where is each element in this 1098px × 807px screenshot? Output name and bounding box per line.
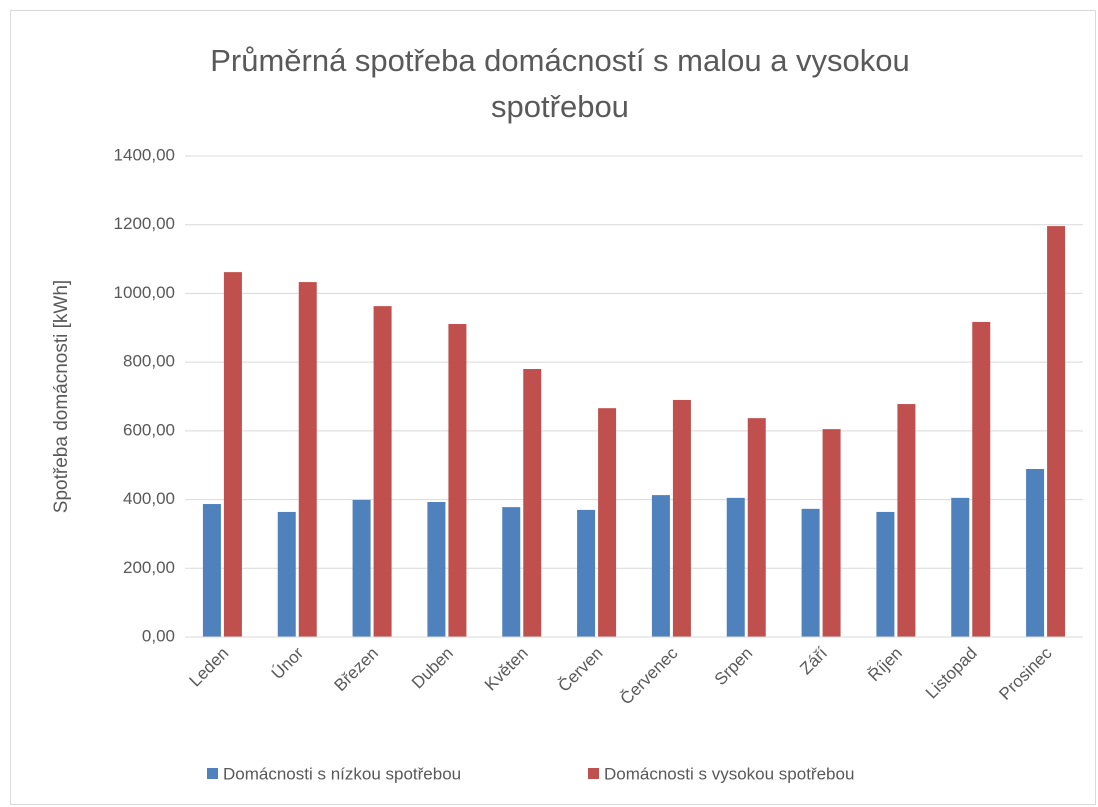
chart-title: Průměrná spotřeba domácností s malou a v… <box>210 43 910 124</box>
bar <box>427 501 446 637</box>
x-tick-label: Srpen <box>711 644 757 690</box>
bar <box>202 504 221 637</box>
bar <box>876 511 895 637</box>
bar <box>448 324 467 637</box>
x-tick-label: Květen <box>481 644 532 695</box>
bar <box>223 272 242 637</box>
bar <box>951 497 970 637</box>
x-tick-label: Únor <box>268 643 308 683</box>
bar <box>822 429 841 637</box>
bar <box>972 321 991 637</box>
y-tick-label: 1200,00 <box>114 214 175 233</box>
y-tick-label: 0,00 <box>142 626 175 645</box>
x-tick-label: Prosinec <box>995 643 1056 704</box>
x-tick-label: Říjen <box>864 644 905 685</box>
legend-label: Domácnosti s nízkou spotřebou <box>223 764 461 783</box>
x-tick-label: Červenec <box>617 643 682 708</box>
bar <box>747 418 766 637</box>
x-tick-label: Leden <box>186 644 233 691</box>
bar <box>1026 468 1045 637</box>
y-tick-label: 400,00 <box>123 489 175 508</box>
bar <box>277 511 296 637</box>
legend-label: Domácnosti s vysokou spotřebou <box>604 764 854 783</box>
y-tick-label: 1400,00 <box>114 145 175 164</box>
chart-frame <box>10 10 1096 805</box>
x-tick-label: Březen <box>331 644 383 696</box>
bar <box>598 408 617 637</box>
bar <box>373 306 392 637</box>
bar <box>672 399 691 637</box>
bar <box>502 507 521 637</box>
bar <box>1047 226 1066 638</box>
bar <box>726 497 745 637</box>
y-tick-label: 600,00 <box>123 420 175 439</box>
bar <box>352 499 371 637</box>
y-tick-label: 200,00 <box>123 558 175 577</box>
legend-swatch <box>588 768 599 779</box>
bar <box>897 404 916 637</box>
x-tick-label: Září <box>796 643 831 678</box>
bar <box>577 509 596 637</box>
y-tick-label: 800,00 <box>123 352 175 371</box>
legend-swatch <box>207 768 218 779</box>
bar <box>801 508 820 637</box>
x-tick-label: Červen <box>554 644 606 696</box>
bar <box>298 282 317 637</box>
y-axis-label: Spotřeba domácnosti [kWh] <box>51 280 72 513</box>
bar <box>523 369 542 637</box>
y-tick-label: 1000,00 <box>114 283 175 302</box>
bar <box>651 495 670 637</box>
x-tick-label: Listopad <box>922 644 981 703</box>
x-tick-label: Duben <box>408 644 457 693</box>
